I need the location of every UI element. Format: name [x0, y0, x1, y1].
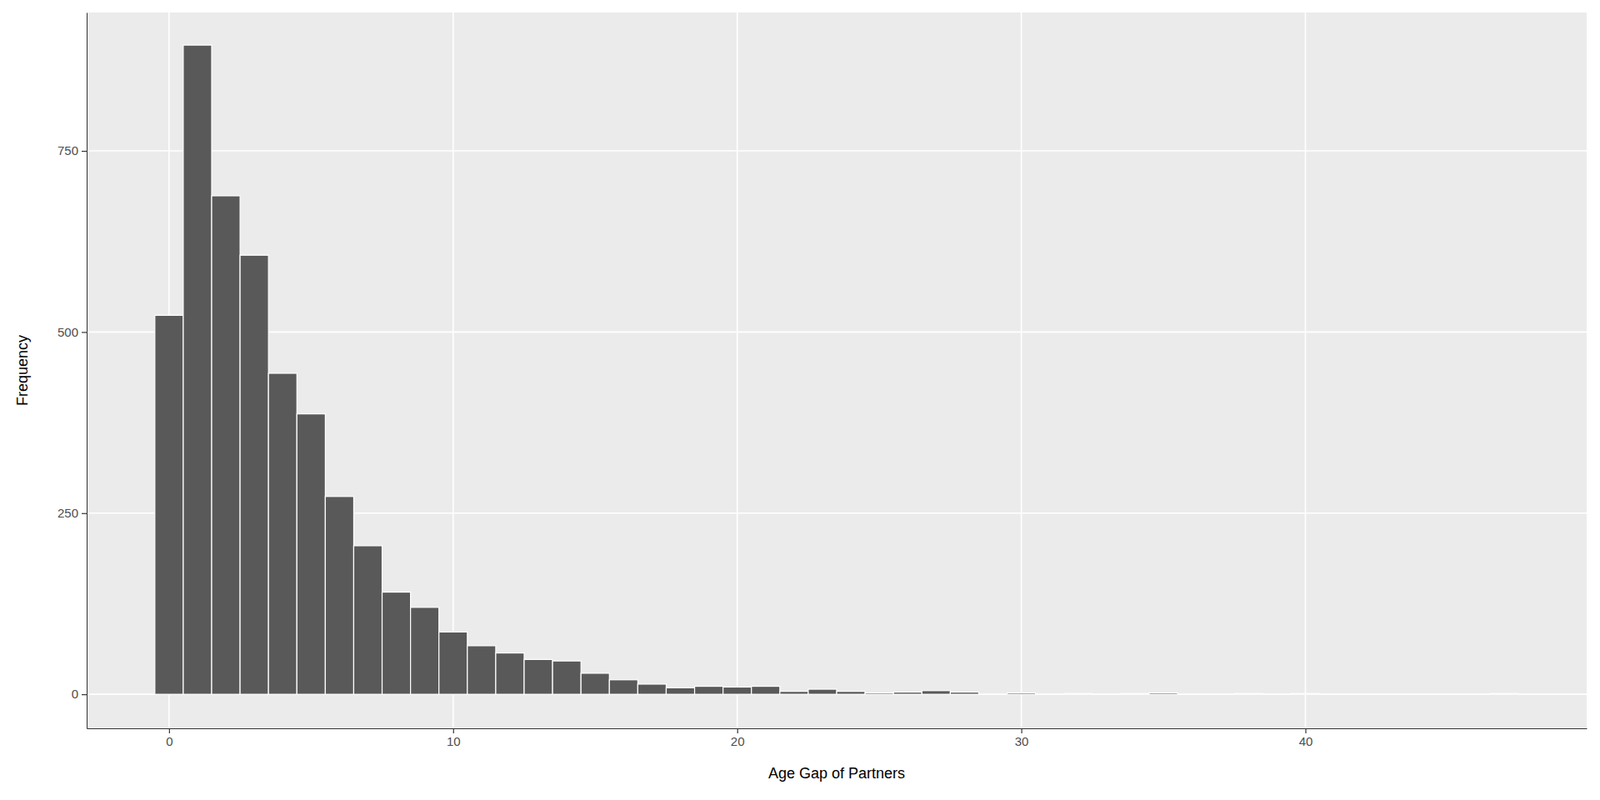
grid-line-x — [736, 12, 739, 729]
plot: 0 10 20 30 40 0 250 500 750 — [57, 12, 1588, 749]
bar — [808, 689, 837, 695]
bar — [950, 692, 979, 695]
x-tick-label: 10 — [446, 734, 461, 749]
bar — [1149, 692, 1178, 695]
y-tick: 0 — [71, 686, 87, 701]
bar — [552, 660, 581, 695]
chart: 0 10 20 30 40 0 250 500 750 Age Gap of Partners Fr… — [0, 0, 1600, 800]
bar — [723, 686, 752, 695]
bar — [211, 195, 240, 695]
bar — [893, 692, 922, 695]
x-axis: 0 10 20 30 40 — [87, 728, 1588, 749]
x-axis-title: Age Gap of Partners — [768, 765, 905, 782]
bar — [836, 691, 865, 695]
grid-line-x — [1305, 12, 1307, 729]
bar — [1064, 693, 1093, 695]
bar — [978, 694, 1007, 695]
bar — [1092, 694, 1121, 695]
x-tick-label: 0 — [165, 734, 173, 749]
bar — [524, 659, 553, 695]
bar — [1007, 692, 1036, 695]
bar — [467, 645, 496, 695]
y-tick-mark — [81, 331, 87, 333]
bar — [1120, 693, 1150, 695]
y-tick: 250 — [57, 505, 87, 520]
x-tick-mark — [737, 728, 739, 734]
x-tick-mark — [169, 728, 170, 734]
panel-background — [86, 12, 1587, 729]
bar — [1490, 693, 1519, 695]
y-tick-mark — [81, 694, 87, 695]
bar — [1433, 694, 1462, 695]
bars — [155, 45, 1519, 695]
bar — [439, 631, 468, 695]
bar — [1348, 694, 1377, 695]
x-tick-label: 30 — [1015, 734, 1030, 749]
y-tick: 500 — [57, 325, 87, 340]
bar — [921, 690, 950, 695]
y-tick-mark — [81, 513, 87, 515]
x-tick: 10 — [446, 728, 461, 749]
bar — [695, 686, 724, 695]
y-tick-label: 250 — [57, 505, 79, 520]
bar — [240, 255, 269, 695]
bar — [1205, 694, 1235, 695]
grid-line-x — [1020, 12, 1023, 729]
x-tick: 30 — [1015, 728, 1030, 749]
x-tick-mark — [453, 728, 455, 734]
bar — [1320, 694, 1349, 695]
x-axis-line — [87, 728, 1588, 730]
grid-line-x — [452, 12, 455, 729]
x-tick-label: 40 — [1299, 734, 1314, 749]
bar — [1177, 694, 1206, 695]
bar — [780, 691, 809, 695]
grid-line-y — [86, 150, 1587, 152]
bar — [609, 680, 638, 695]
bar — [155, 315, 184, 695]
bar — [665, 687, 695, 695]
y-tick-mark — [81, 150, 87, 152]
bar — [1461, 694, 1490, 695]
bar — [1035, 694, 1065, 695]
y-tick: 750 — [57, 143, 87, 158]
bar — [865, 692, 894, 695]
bar — [637, 684, 666, 695]
grid — [86, 12, 1587, 729]
bar — [382, 592, 411, 695]
bar — [353, 545, 382, 695]
bar — [1262, 694, 1291, 695]
y-axis-line — [86, 13, 88, 730]
x-tick-mark — [1020, 728, 1022, 734]
bar — [580, 673, 610, 695]
bar — [1290, 693, 1320, 695]
x-tick-label: 20 — [730, 734, 745, 749]
bar — [183, 45, 212, 695]
bar — [495, 653, 525, 695]
y-tick-label: 0 — [71, 686, 79, 701]
bar — [1376, 694, 1405, 695]
y-axis: 0 250 500 750 — [57, 13, 88, 730]
y-tick-label: 500 — [57, 325, 79, 340]
x-tick-mark — [1305, 728, 1306, 734]
grid-line-y — [86, 331, 1587, 334]
x-tick: 0 — [165, 728, 173, 749]
bar — [410, 607, 440, 695]
x-tick: 20 — [730, 728, 745, 749]
bar — [751, 686, 780, 695]
x-tick: 40 — [1299, 728, 1314, 749]
bar — [1234, 693, 1263, 695]
bar — [296, 414, 325, 695]
y-tick-label: 750 — [57, 143, 79, 158]
bar — [268, 373, 297, 695]
bar — [325, 496, 354, 695]
bar — [1405, 694, 1434, 695]
y-axis-title: Frequency — [14, 335, 31, 406]
